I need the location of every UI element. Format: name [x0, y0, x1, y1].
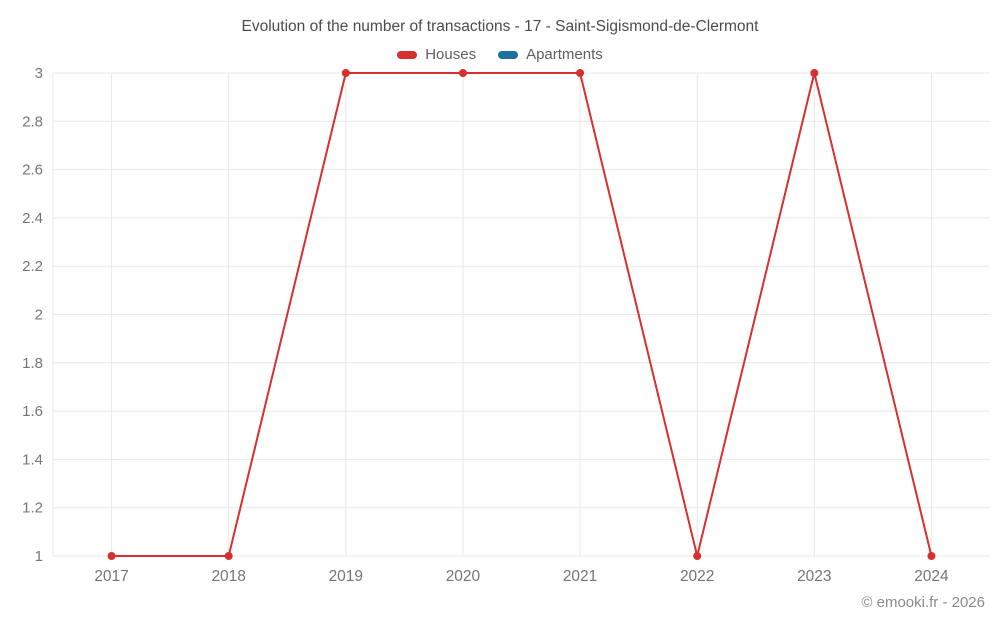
data-point-houses-2024[interactable]	[927, 552, 936, 560]
legend-item-houses[interactable]: Houses	[397, 46, 476, 63]
y-tick-label: 2.2	[22, 258, 43, 275]
x-tick-label: 2023	[797, 568, 831, 585]
data-point-houses-2020[interactable]	[458, 69, 467, 77]
x-tick-label: 2022	[680, 568, 714, 585]
x-tick-label: 2019	[329, 568, 363, 585]
series-line-houses	[110, 72, 933, 557]
x-tick-label: 2018	[211, 568, 245, 585]
data-point-houses-2018[interactable]	[224, 552, 233, 560]
data-point-houses-2022[interactable]	[693, 552, 702, 560]
x-tick-label: 2024	[914, 568, 949, 585]
legend-swatch-houses-icon	[397, 50, 418, 59]
legend-label-houses: Houses	[425, 46, 477, 63]
data-point-houses-2021[interactable]	[576, 69, 585, 77]
legend-swatch-apartments-icon	[498, 50, 519, 59]
x-tick-label: 2017	[94, 568, 128, 585]
y-tick-label: 1.6	[22, 403, 43, 420]
y-tick-label: 1.4	[22, 451, 43, 468]
legend-label-apartments: Apartments	[526, 46, 603, 63]
chart-legend: Houses Apartments	[0, 46, 1000, 63]
y-tick-label: 3	[35, 65, 43, 82]
chart-title: Evolution of the number of transactions …	[241, 18, 759, 35]
data-point-houses-2023[interactable]	[810, 69, 819, 77]
legend-item-apartments[interactable]: Apartments	[498, 46, 603, 63]
y-tick-label: 1.8	[22, 355, 43, 372]
y-tick-label: 1	[35, 548, 43, 565]
y-tick-label: 1.2	[22, 500, 43, 517]
y-tick-label: 2.6	[22, 162, 43, 179]
y-tick-label: 2.8	[22, 113, 43, 130]
x-tick-label: 2021	[563, 568, 597, 585]
data-point-houses-2019[interactable]	[341, 69, 350, 77]
x-tick-label: 2020	[446, 568, 481, 585]
data-point-houses-2017[interactable]	[107, 552, 116, 560]
y-tick-label: 2	[35, 307, 43, 324]
watermark-credit: © emooki.fr - 2026	[861, 594, 985, 611]
y-tick-label: 2.4	[22, 210, 43, 227]
